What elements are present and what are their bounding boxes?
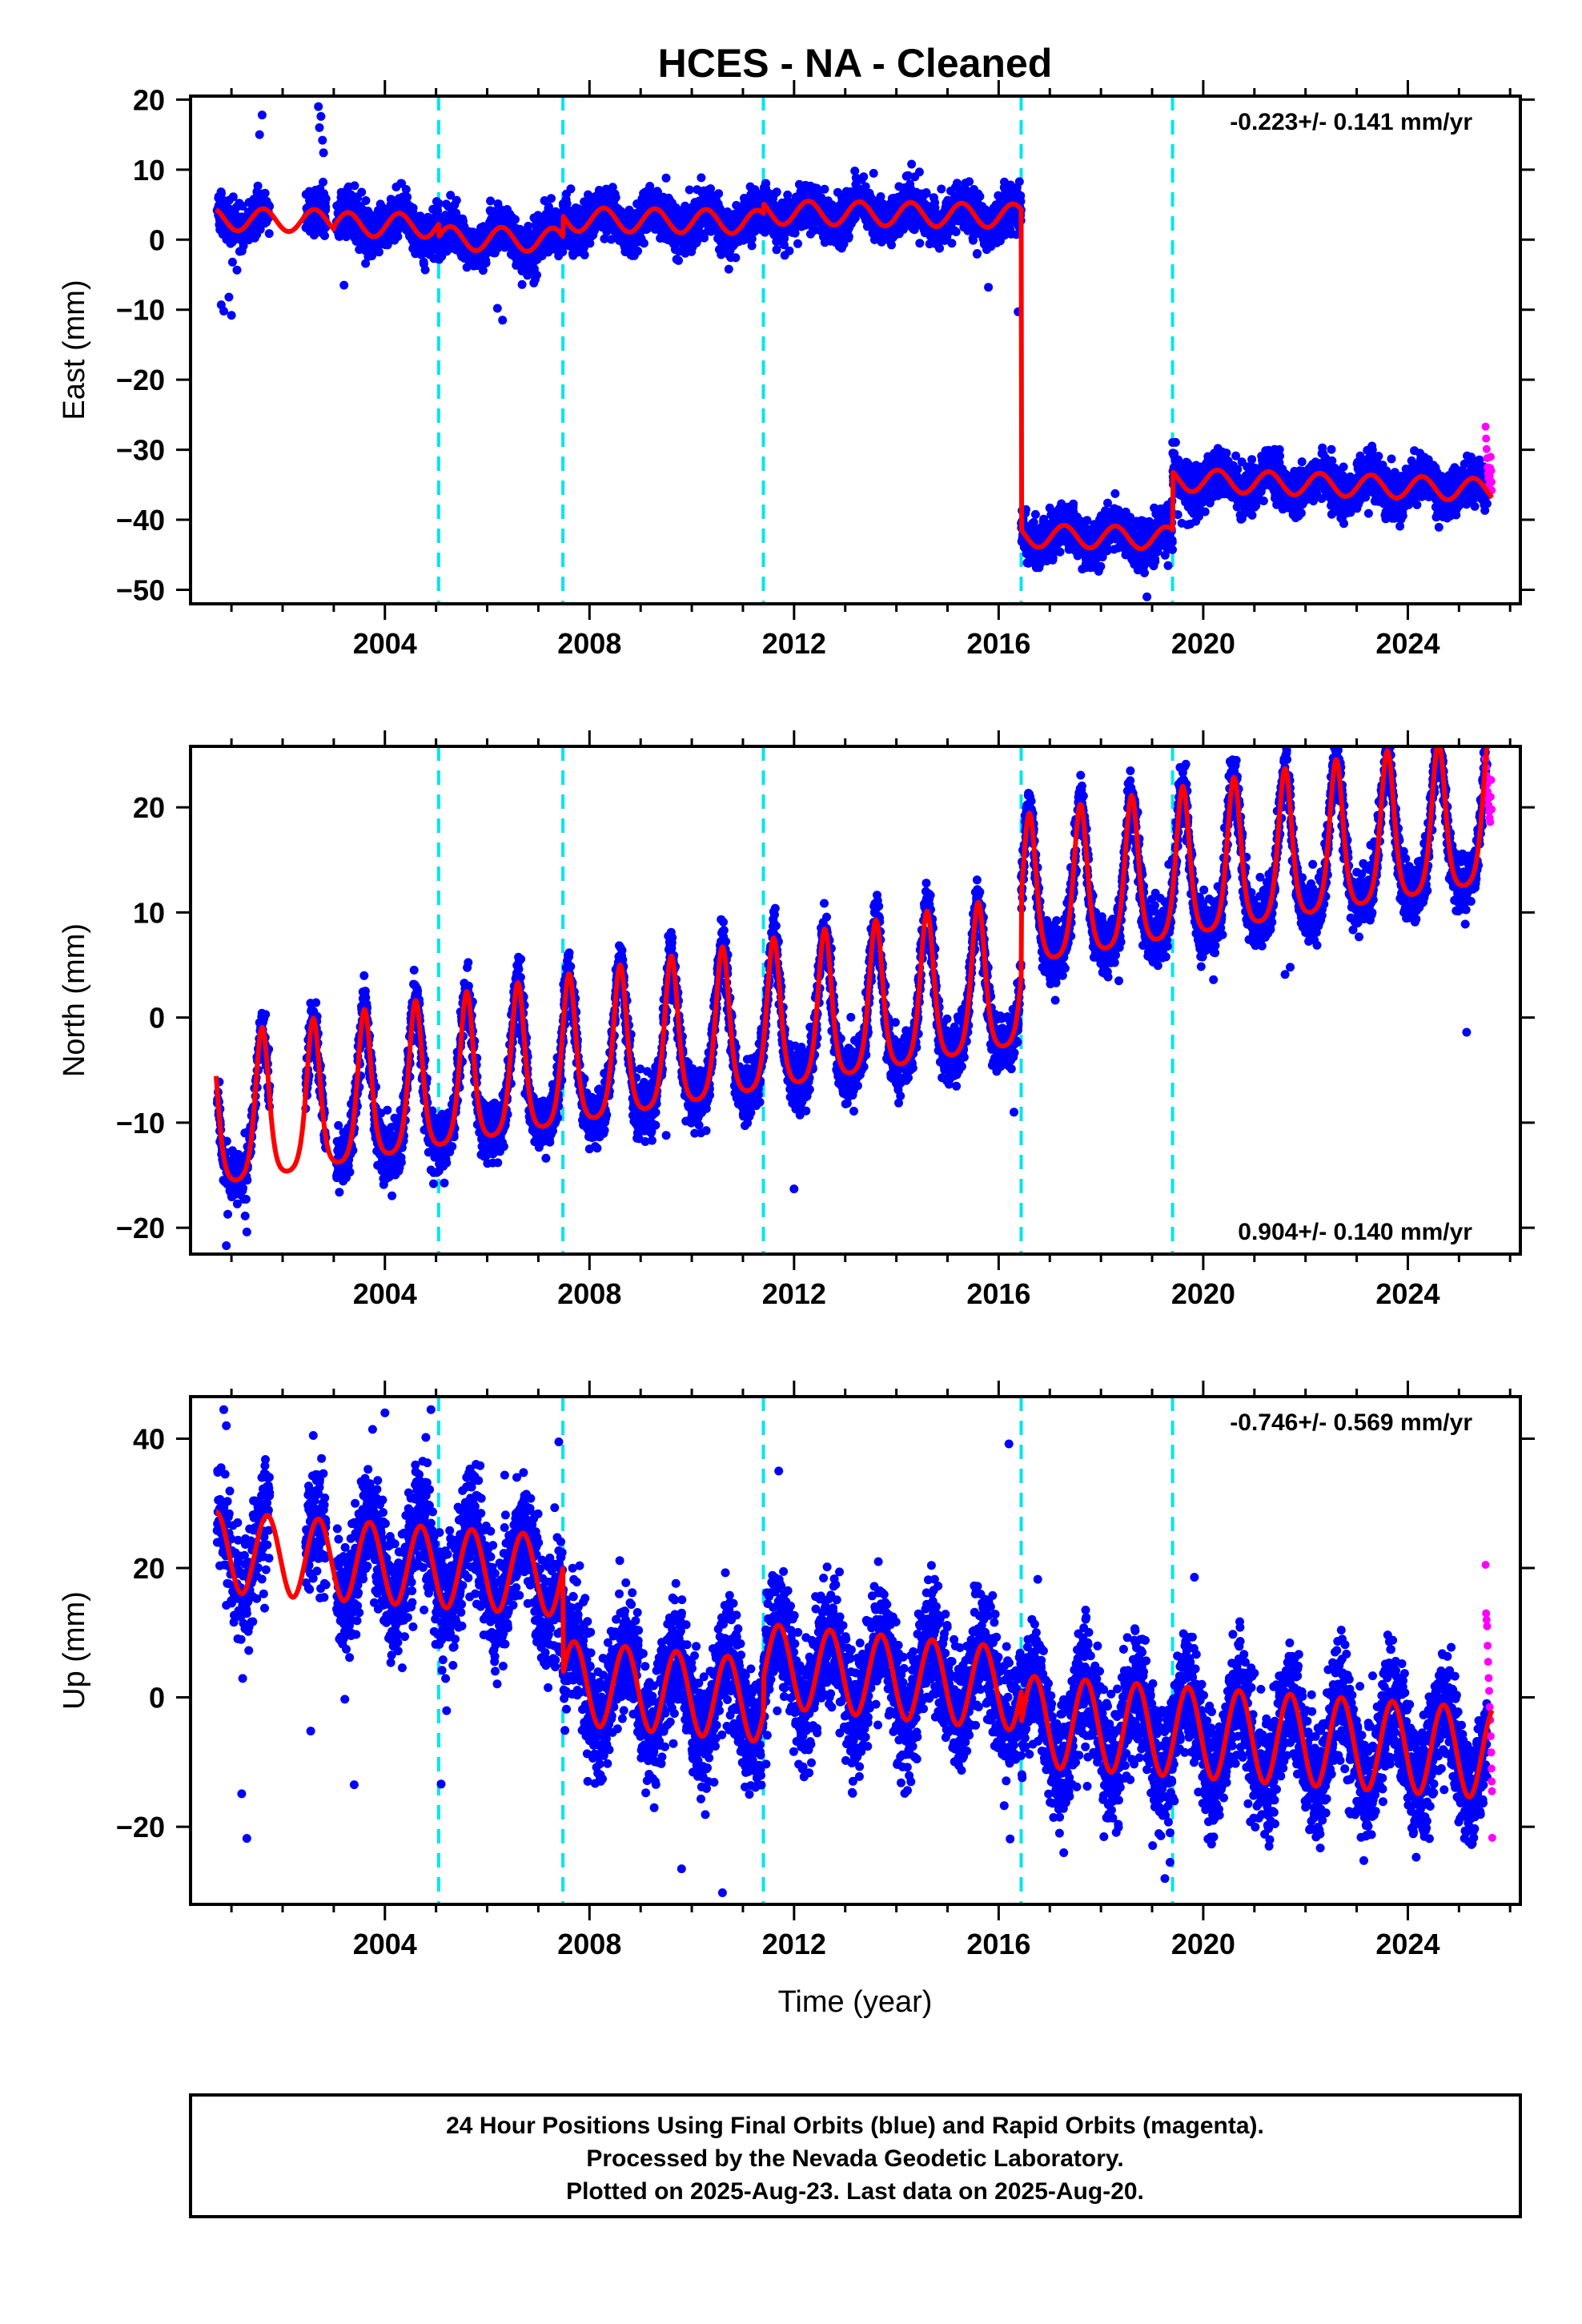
up-x-tick-label-0: 2004 xyxy=(353,1928,417,1960)
east-model-curve xyxy=(214,199,1495,552)
north-y-axis-label: North (mm) xyxy=(58,923,91,1077)
north-y-tick-label-1: 10 xyxy=(133,896,165,929)
up-x-tick-label-5: 2024 xyxy=(1375,1928,1439,1960)
east-y-tick-label-3: −10 xyxy=(116,294,165,327)
up-rapid-orbit-point-6 xyxy=(1484,1674,1493,1683)
up-rate-label: -0.746+/- 0.569 mm/yr xyxy=(1230,1409,1472,1436)
east-x-tick-label-1: 2008 xyxy=(557,627,621,660)
north-panel: 2004 2008 2012 2016 2020 2024 20 10 0 −10 −20 North… xyxy=(58,730,1535,1310)
east-rapid-orbit-point-1 xyxy=(1482,434,1491,443)
up-rapid-orbit-point-11 xyxy=(1487,1748,1496,1757)
east-rapid-orbit-point-0 xyxy=(1481,422,1490,431)
footer-box xyxy=(189,2093,1522,2218)
east-x-tick-label-4: 2020 xyxy=(1171,627,1235,660)
up-model-curve xyxy=(214,1509,1495,1800)
up-rapid-orbit-point-10 xyxy=(1486,1732,1495,1741)
up-x-tick-label-1: 2008 xyxy=(557,1928,621,1960)
north-plot-area xyxy=(212,746,1496,1254)
east-y-tick-label-5: −30 xyxy=(116,434,165,467)
up-rapid-orbit-point-0 xyxy=(1481,1560,1490,1569)
east-rapid-orbit-point-10 xyxy=(1486,452,1495,461)
up-x-tick-label-2: 2012 xyxy=(762,1928,826,1960)
east-rapid-orbit-point-12 xyxy=(1487,477,1496,486)
up-frame xyxy=(189,1395,1522,1906)
north-rapid-orbit-point-12 xyxy=(1488,805,1496,814)
east-y-axis-label: East (mm) xyxy=(58,279,91,420)
north-x-tick-label-4: 2020 xyxy=(1171,1277,1235,1310)
north-x-tick-label-1: 2008 xyxy=(557,1277,621,1310)
up-rapid-orbit-point-1 xyxy=(1482,1609,1491,1618)
x-axis-label: Time (year) xyxy=(778,1985,933,2019)
east-y-tick-label-7: −50 xyxy=(116,574,165,607)
east-x-tick-label-5: 2024 xyxy=(1375,627,1439,660)
east-rate-label: -0.223+/- 0.141 mm/yr xyxy=(1230,109,1472,135)
up-x-tick-label-3: 2016 xyxy=(966,1928,1030,1960)
up-rapid-orbit-point-2 xyxy=(1482,1615,1491,1624)
up-plot-area xyxy=(212,1397,1496,1904)
up-y-tick-label-3: −20 xyxy=(116,1811,165,1844)
north-x-tick-label-5: 2024 xyxy=(1375,1277,1439,1310)
north-x-tick-label-0: 2004 xyxy=(353,1277,417,1310)
east-y-tick-label-1: 10 xyxy=(133,154,165,187)
east-x-tick-label-3: 2016 xyxy=(966,627,1030,660)
up-y-tick-label-1: 20 xyxy=(133,1552,165,1585)
north-y-tick-label-4: −20 xyxy=(116,1212,165,1244)
east-panel: 2004 2008 2012 2016 2020 2024 20 10 0 −10 −20 −30 −4… xyxy=(58,80,1535,660)
up-y-tick-label-0: 40 xyxy=(133,1422,165,1455)
footer-line-1: 24 Hour Positions Using Final Orbits (bl… xyxy=(446,2113,1264,2139)
up-rapid-orbit-point-7 xyxy=(1485,1687,1494,1695)
up-rapid-orbit-point-13 xyxy=(1488,1777,1496,1786)
east-rapid-orbit-point-11 xyxy=(1487,466,1496,475)
north-y-tick-label-2: 0 xyxy=(149,1002,165,1035)
north-frame xyxy=(189,745,1522,1256)
east-frame xyxy=(189,94,1522,605)
up-y-tick-label-2: 0 xyxy=(149,1682,165,1715)
north-rapid-orbit-point-9 xyxy=(1486,818,1495,826)
north-rapid-orbit-point-10 xyxy=(1486,793,1495,802)
east-y-tick-label-2: 0 xyxy=(149,223,165,256)
north-x-tick-label-2: 2012 xyxy=(762,1277,826,1310)
north-y-tick-label-0: 20 xyxy=(133,791,165,824)
up-rapid-orbit-point-3 xyxy=(1483,1622,1492,1630)
east-y-tick-label-0: 20 xyxy=(133,83,165,116)
up-rapid-orbit-point-12 xyxy=(1487,1764,1496,1773)
up-rapid-orbit-point-5 xyxy=(1484,1658,1492,1667)
north-rate-label: 0.904+/- 0.140 mm/yr xyxy=(1238,1219,1472,1245)
footer-line-3: Plotted on 2025-Aug-23. Last data on 202… xyxy=(566,2178,1144,2205)
footer-line-2: Processed by the Nevada Geodetic Laborat… xyxy=(586,2145,1123,2172)
east-y-tick-label-6: −40 xyxy=(116,504,165,537)
up-rapid-orbit-point-15 xyxy=(1488,1833,1496,1842)
up-x-tick-label-4: 2020 xyxy=(1171,1928,1235,1960)
figure-title: HCES - NA - Cleaned xyxy=(658,41,1053,86)
north-x-tick-label-3: 2016 xyxy=(966,1277,1030,1310)
north-model-curve xyxy=(213,746,1490,1183)
north-y-tick-label-3: −10 xyxy=(116,1107,165,1140)
east-rapid-orbit-point-2 xyxy=(1482,444,1491,453)
east-x-tick-label-0: 2004 xyxy=(353,627,417,660)
up-panel: 2004 2008 2012 2016 2020 2024 40 20 0 −20 Up (mm) -… xyxy=(58,1381,1535,1960)
east-y-tick-label-4: −20 xyxy=(116,364,165,396)
up-rapid-orbit-point-14 xyxy=(1488,1787,1496,1795)
east-x-tick-label-2: 2012 xyxy=(762,627,826,660)
north-rapid-orbit-point-11 xyxy=(1487,776,1496,785)
up-rapid-orbit-point-4 xyxy=(1484,1641,1492,1650)
up-rapid-orbit-point-8 xyxy=(1485,1703,1494,1711)
east-plot-area xyxy=(212,96,1496,604)
up-y-axis-label: Up (mm) xyxy=(58,1591,91,1710)
